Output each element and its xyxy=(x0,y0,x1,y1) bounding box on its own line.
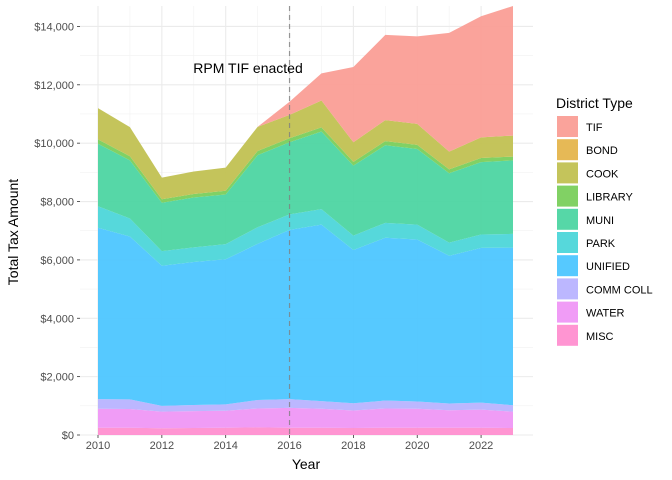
y-tick-label: $10,000 xyxy=(34,138,74,150)
legend-label-water: WATER xyxy=(586,308,625,320)
x-axis-title: Year xyxy=(292,456,321,472)
area-comm-coll xyxy=(98,399,513,412)
y-tick-label: $12,000 xyxy=(34,80,74,92)
legend-label-bond: BOND xyxy=(586,145,618,157)
legend-swatch-tif xyxy=(557,116,578,137)
area-unified xyxy=(98,224,513,406)
legend-label-misc: MISC xyxy=(586,331,614,343)
legend-swatch-library xyxy=(557,185,578,207)
y-axis-ticks: $0 $2,000 $4,000 $6,000 $8,000 $10,000 $12,000… xyxy=(34,21,80,442)
legend-swatch-misc xyxy=(557,324,578,346)
x-axis-ticks: 2010 2012 2014 2016 2018 2020 2022 xyxy=(86,435,493,452)
legend-swatch-bond xyxy=(557,139,578,161)
legend-swatch-park xyxy=(557,232,578,253)
legend-label-muni: MUNI xyxy=(586,215,614,227)
x-tick-label: 2022 xyxy=(469,440,493,452)
area-water xyxy=(98,407,513,429)
x-tick-label: 2010 xyxy=(86,440,110,452)
legend-swatch-unified xyxy=(557,255,578,277)
area-library xyxy=(98,127,513,203)
x-tick-label: 2014 xyxy=(213,440,237,452)
area-tif xyxy=(98,6,513,178)
area-muni xyxy=(98,131,513,252)
legend-title: District Type xyxy=(556,95,633,111)
y-tick-label: $0 xyxy=(62,430,74,442)
x-tick-label: 2018 xyxy=(341,440,365,452)
area-series-layer xyxy=(98,6,513,435)
x-tick-label: 2016 xyxy=(277,440,301,452)
legend-label-library: LIBRARY xyxy=(586,192,634,204)
annotation-label: RPM TIF enacted xyxy=(193,60,302,76)
y-tick-label: $4,000 xyxy=(40,313,74,325)
y-axis-title: Total Tax Amount xyxy=(5,179,21,285)
x-tick-label: 2012 xyxy=(150,440,174,452)
legend-items: TIF BOND COOK LIBRARY MUNI PARK UNIFIED COMM CO… xyxy=(557,116,653,346)
area-cook xyxy=(98,100,513,200)
legend-swatch-muni xyxy=(557,208,578,230)
y-tick-label: $8,000 xyxy=(40,197,74,209)
legend-swatch-comm-coll xyxy=(557,278,578,300)
legend: District Type TIF BOND COOK LIBRARY MUNI PARK… xyxy=(556,95,653,346)
y-tick-label: $6,000 xyxy=(40,255,74,267)
legend-swatch-water xyxy=(557,301,578,323)
legend-label-park: PARK xyxy=(586,238,616,250)
y-tick-label: $2,000 xyxy=(40,372,74,384)
legend-label-comm-coll: COMM COLL xyxy=(586,284,653,296)
legend-label-tif: TIF xyxy=(586,122,603,134)
annotation-layer: RPM TIF enacted xyxy=(193,6,303,435)
area-park xyxy=(98,206,513,266)
y-tick-label: $14,000 xyxy=(34,21,74,33)
legend-swatch-cook xyxy=(557,162,578,184)
legend-label-cook: COOK xyxy=(586,168,619,180)
x-tick-label: 2020 xyxy=(405,440,429,452)
legend-label-unified: UNIFIED xyxy=(586,261,630,273)
area-misc xyxy=(98,427,513,435)
